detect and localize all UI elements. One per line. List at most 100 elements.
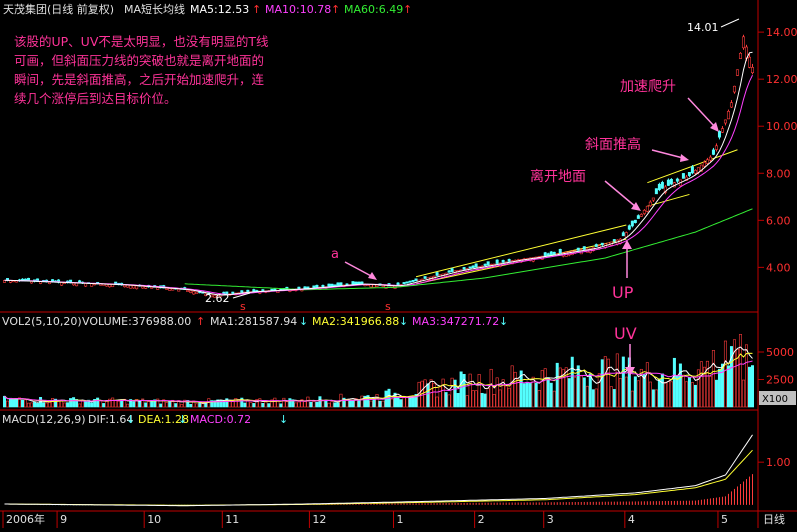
volume-bar (261, 403, 265, 408)
volume-bar (78, 403, 82, 408)
volume-bar (477, 374, 481, 408)
volume-bar (96, 397, 100, 408)
volume-bar (93, 399, 97, 408)
volume-bar (264, 401, 268, 408)
volume-bar (342, 397, 346, 408)
stock-title: 天茂集团(日线 前复权) (3, 2, 114, 16)
volume-bar (528, 383, 532, 408)
candle-body (84, 283, 88, 287)
volume-bar (672, 357, 676, 408)
arrow-a (344, 261, 374, 278)
volume-bar (573, 377, 577, 408)
volume-bars (3, 334, 754, 408)
volume-bar (198, 402, 202, 408)
volume-bar (102, 403, 106, 408)
candle-body (60, 282, 64, 286)
price-tick-label: 6.00 (766, 214, 791, 227)
macd-hist-down-arrow: ↓ (279, 413, 288, 426)
candle-body (357, 281, 361, 285)
macd-dea-value: DEA:1.28 (138, 413, 189, 426)
candle-body (297, 286, 301, 290)
s-marker-1: s (240, 300, 246, 313)
high-price-label: 14.01 (687, 21, 719, 34)
volume-bar (483, 393, 487, 408)
volume-bar (558, 367, 562, 408)
volume-bar (588, 373, 592, 408)
volume-bar (354, 398, 358, 408)
volume-bar (690, 382, 694, 408)
candle-body (660, 182, 664, 189)
volume-bar (534, 382, 538, 408)
volume-bar (183, 399, 187, 408)
candle-body (648, 201, 652, 207)
volume-bar (153, 399, 157, 408)
volume-bar (84, 401, 88, 408)
candle-body (552, 251, 556, 255)
volume-bar (189, 403, 193, 408)
volume-bar (129, 399, 133, 408)
candle-body (627, 225, 631, 230)
volume-bar (729, 346, 733, 408)
volume-bar (405, 397, 409, 408)
volume-bar (327, 402, 331, 408)
vol-ma3-value: MA3:347271.72 (412, 315, 499, 328)
volume-bar (6, 400, 10, 408)
volume-bar (564, 367, 568, 408)
volume-bar (72, 397, 76, 408)
time-tick-label: 5 (721, 513, 728, 526)
candle-body (345, 283, 349, 286)
volume-bar (399, 399, 403, 408)
candle-body (582, 246, 586, 250)
candle-body (486, 261, 490, 266)
candle-body (468, 266, 472, 269)
annotation-line-4: 续几个涨停后到达目标价位。 (14, 91, 177, 106)
volume-bar (36, 403, 40, 408)
volume-bar (498, 389, 502, 408)
volume-tick-label: 2500 (766, 374, 794, 387)
volume-bar (441, 378, 445, 408)
ma5-up-arrow: ↑ (252, 3, 261, 16)
candle-body (339, 282, 343, 286)
volume-bar (741, 379, 745, 408)
volume-bar (495, 377, 499, 408)
volume-bar (336, 402, 340, 408)
candle-body (741, 36, 745, 49)
arrow-uv-head (625, 367, 635, 376)
volume-bar (522, 383, 526, 408)
candle-body (462, 267, 466, 270)
volume-bar (255, 399, 259, 408)
candle-body (165, 287, 169, 290)
candle-body (156, 287, 160, 290)
label-accelerate: 加速爬升 (620, 79, 676, 95)
vol-ma2-down-arrow: ↓ (399, 315, 408, 328)
volume-bar (624, 376, 628, 408)
vol-ma2-value: MA2:341966.88 (312, 315, 399, 328)
candle-body (351, 281, 355, 285)
candle-body (336, 282, 340, 286)
candle-body (729, 102, 733, 108)
candle-body (483, 263, 487, 266)
candle-body (594, 244, 598, 247)
volume-bar (720, 363, 724, 408)
candle-body (408, 280, 412, 283)
volume-bar (351, 400, 355, 408)
volume-bar (519, 370, 523, 408)
volume-bar (432, 383, 436, 408)
candle-body (576, 247, 580, 251)
candle-body (171, 288, 175, 291)
volume-bar (654, 389, 658, 408)
volume-bar (48, 402, 52, 408)
volume-bar (141, 398, 145, 408)
arrow-accelerate-head (710, 122, 719, 132)
candle-body (450, 268, 454, 272)
volume-bar (27, 402, 31, 408)
price-tick-label: 8.00 (766, 167, 791, 180)
volume-bar (63, 402, 67, 408)
volume-bar (330, 401, 334, 408)
volume-bar (195, 403, 199, 408)
volume-bar (294, 402, 298, 408)
volume-bar (678, 363, 682, 408)
volume-bar (504, 385, 508, 408)
slope-resistance-line (415, 224, 627, 278)
label-up: UP (612, 283, 634, 302)
